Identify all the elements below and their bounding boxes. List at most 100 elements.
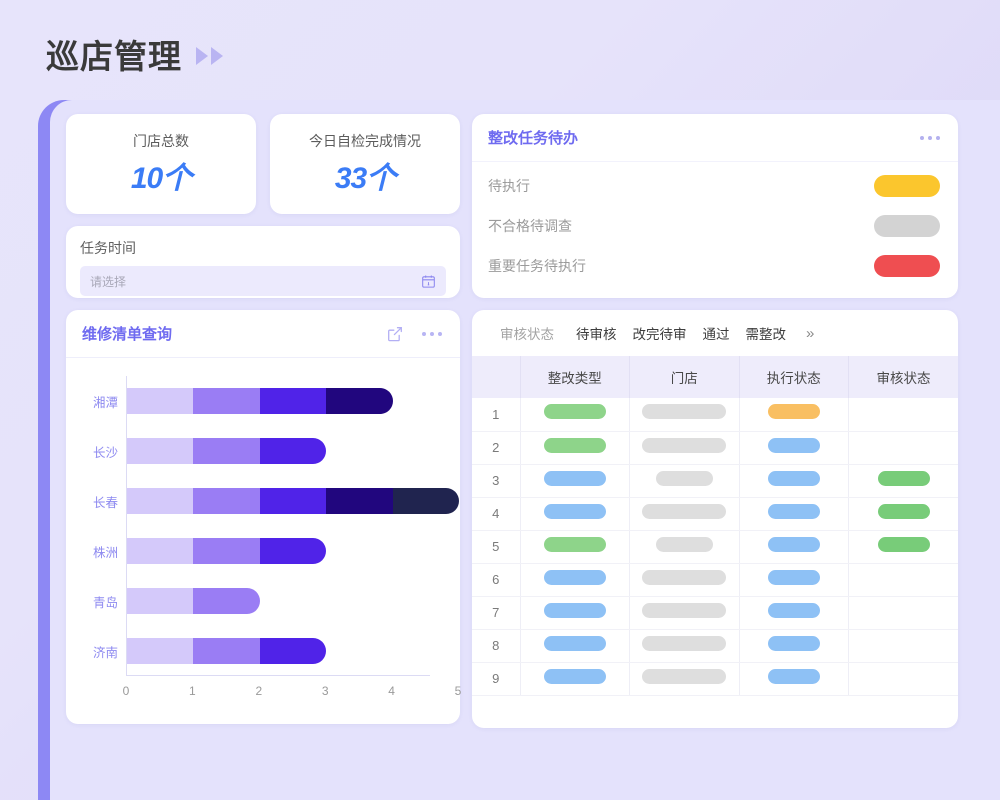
cell-执行状态 xyxy=(739,629,849,663)
chart-category-label: 株洲 xyxy=(92,545,118,560)
chart-stacked-bar[interactable] xyxy=(127,388,393,414)
table-row[interactable]: 6 xyxy=(472,563,958,597)
share-external-icon[interactable] xyxy=(386,325,404,343)
chart-body: 湘潭 长沙 长春 株洲 青岛 济南 0 1 2 3 4 5 xyxy=(66,358,462,724)
chart-title: 维修清单查询 xyxy=(82,326,173,343)
table-header-执行状态[interactable]: 执行状态 xyxy=(739,356,849,398)
stats-row: 门店总数 10个 今日自检完成情况 33个 xyxy=(66,114,460,214)
todo-more-icon[interactable] xyxy=(920,135,940,140)
table-header-门店[interactable]: 门店 xyxy=(629,356,740,398)
page-header: 巡店管理 xyxy=(46,30,223,78)
todo-status-pill xyxy=(874,255,940,277)
task-time-card: 任务时间 请选择 xyxy=(66,226,460,298)
cell-pill xyxy=(642,635,727,651)
cell-门店 xyxy=(629,662,740,696)
chart-bar-row: 湘潭 xyxy=(93,388,393,414)
chart-bar-segment xyxy=(259,438,327,464)
rectify-todo-card: 整改任务待办 待执行 不合格待调查 重要任务待执行 xyxy=(472,114,958,298)
chart-bar-segment xyxy=(259,488,327,514)
cell-执行状态 xyxy=(739,398,849,432)
filter-option-通过[interactable]: 通过 xyxy=(702,327,730,342)
chart-stacked-bar[interactable] xyxy=(127,488,459,514)
filter-more-icon[interactable]: » xyxy=(806,324,815,342)
cell-pill xyxy=(642,668,727,684)
task-time-date-input[interactable]: 请选择 xyxy=(80,266,446,296)
cell-pill xyxy=(877,470,930,486)
chart-x-tick-label: 4 xyxy=(388,684,395,698)
cell-pill xyxy=(767,635,820,651)
todo-row[interactable]: 待执行 xyxy=(472,166,958,206)
calendar-icon[interactable] xyxy=(421,274,436,289)
chart-stacked-bar[interactable] xyxy=(127,638,327,664)
cell-整改类型 xyxy=(520,662,630,696)
repair-list-chart-card: 维修清单查询 湘潭 长沙 长春 株洲 青岛 济南 xyxy=(66,310,462,724)
cell-门店 xyxy=(629,464,740,498)
cell-pill xyxy=(642,503,727,519)
todo-row[interactable]: 重要任务待执行 xyxy=(472,246,958,286)
cell-pill xyxy=(543,470,606,486)
cell-门店 xyxy=(629,629,740,663)
cell-整改类型 xyxy=(520,629,630,663)
filter-option-改完待审[interactable]: 改完待审 xyxy=(632,327,687,342)
cell-门店 xyxy=(629,563,740,597)
chart-bar-segment xyxy=(326,388,393,414)
double-chevron-right-icon xyxy=(196,47,223,65)
chart-stacked-bar[interactable] xyxy=(127,438,327,464)
cell-审核状态 xyxy=(848,398,958,432)
cell-整改类型 xyxy=(520,398,630,432)
cell-pill xyxy=(642,404,727,420)
chart-bar-segment xyxy=(193,638,260,664)
cell-pill xyxy=(767,437,820,453)
table-row[interactable]: 5 xyxy=(472,530,958,564)
cell-pill xyxy=(655,536,713,552)
chart-plot-area: 湘潭 长沙 长春 株洲 青岛 济南 xyxy=(93,376,459,676)
chart-x-tick-label: 5 xyxy=(454,684,462,698)
row-index: 9 xyxy=(472,662,521,696)
cell-pill xyxy=(767,404,820,420)
table-row[interactable]: 9 xyxy=(472,662,958,696)
table-row[interactable]: 7 xyxy=(472,596,958,630)
cell-整改类型 xyxy=(520,431,630,465)
filter-option-需整改[interactable]: 需整改 xyxy=(745,327,787,342)
chart-stacked-bar[interactable] xyxy=(127,588,260,614)
chart-bar-row: 青岛 xyxy=(93,588,260,614)
cell-pill xyxy=(543,602,606,618)
table-row[interactable]: 2 xyxy=(472,431,958,465)
table-header-index xyxy=(472,356,521,398)
table-row[interactable]: 8 xyxy=(472,629,958,663)
cell-门店 xyxy=(629,398,740,432)
chart-stacked-bar[interactable] xyxy=(127,538,327,564)
cell-pill xyxy=(642,437,727,453)
stat-value: 33个 xyxy=(334,162,396,195)
row-index: 7 xyxy=(472,596,521,630)
cell-审核状态 xyxy=(848,464,958,498)
cell-审核状态 xyxy=(848,629,958,663)
chart-bar-segment xyxy=(193,438,260,464)
stat-card-today-selfcheck: 今日自检完成情况 33个 xyxy=(270,114,460,214)
cell-pill xyxy=(543,404,606,420)
audit-status-filter-bar: 审核状态 待审核 改完待审 通过 需整改 » xyxy=(472,310,958,356)
todo-row[interactable]: 不合格待调查 xyxy=(472,206,958,246)
table-header-整改类型[interactable]: 整改类型 xyxy=(520,356,630,398)
cell-pill xyxy=(642,602,727,618)
cell-审核状态 xyxy=(848,596,958,630)
cell-执行状态 xyxy=(739,431,849,465)
cell-pill xyxy=(767,503,820,519)
chart-category-label: 青岛 xyxy=(92,595,118,610)
table-header-审核状态[interactable]: 审核状态 xyxy=(848,356,958,398)
chart-x-axis: 0 1 2 3 4 5 xyxy=(123,676,462,702)
chart-header-actions xyxy=(386,325,442,343)
table-row[interactable]: 1 xyxy=(472,398,958,432)
table-row[interactable]: 3 xyxy=(472,464,958,498)
chart-bar-segment xyxy=(127,538,194,564)
filter-option-待审核[interactable]: 待审核 xyxy=(576,327,617,342)
chart-category-label: 长沙 xyxy=(92,445,118,460)
chart-x-tick-label: 2 xyxy=(255,684,263,698)
todo-status-pill xyxy=(874,215,940,237)
chart-bar-segment xyxy=(259,638,327,664)
stat-label: 今日自检完成情况 xyxy=(309,133,421,149)
table-row[interactable]: 4 xyxy=(472,497,958,531)
chart-more-icon[interactable] xyxy=(422,331,442,336)
cell-审核状态 xyxy=(848,662,958,696)
date-input-placeholder: 请选择 xyxy=(90,274,127,289)
